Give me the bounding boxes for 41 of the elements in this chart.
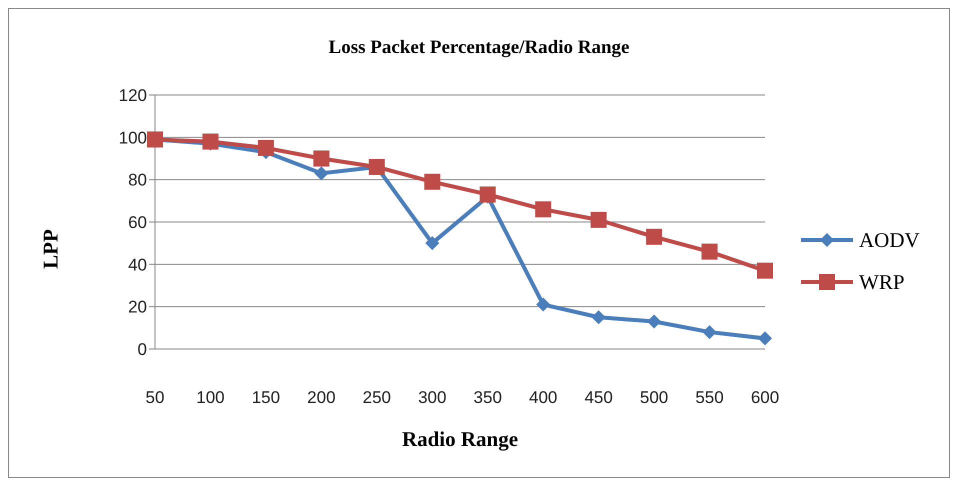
x-tick-label: 250 (362, 388, 392, 408)
chart-title: Loss Packet Percentage/Radio Range (328, 37, 630, 59)
x-tick-label: 550 (695, 388, 724, 408)
y-tick-label: 100 (118, 128, 147, 148)
point (757, 262, 773, 279)
x-tick-label: 100 (196, 388, 225, 408)
x-tick-label: 350 (474, 388, 502, 408)
y-tick-label: 20 (128, 298, 147, 317)
y-axis-title: LPP (38, 229, 64, 269)
point (535, 201, 552, 218)
point (480, 186, 496, 202)
y-tick-label: 60 (128, 213, 147, 232)
point (646, 228, 662, 245)
x-tick-label: 50 (146, 388, 164, 408)
point (702, 244, 718, 260)
point (314, 166, 328, 180)
x-tick-label: 300 (418, 388, 446, 408)
point (424, 174, 440, 190)
point (425, 236, 440, 250)
legend-label: AODV (859, 228, 920, 252)
point (313, 150, 330, 166)
legend-label: WRP (859, 270, 905, 294)
x-tick-label: 150 (252, 388, 280, 408)
point (647, 314, 662, 328)
x-tick-label: 500 (640, 388, 668, 408)
y-tick-label: 80 (128, 170, 147, 190)
point (202, 134, 218, 150)
point (702, 325, 717, 340)
point (258, 140, 274, 156)
point (758, 331, 772, 346)
point (592, 310, 606, 324)
point (590, 212, 607, 228)
x-tick-label: 600 (750, 388, 780, 408)
y-tick-label: 120 (118, 86, 147, 106)
x-tick-label: 400 (528, 388, 558, 408)
y-tick-label: 40 (128, 255, 147, 274)
x-tick-label: 200 (307, 388, 336, 408)
point (536, 298, 550, 312)
x-axis-title: Radio Range (400, 427, 520, 452)
x-tick-label: 450 (584, 388, 613, 408)
y-tick-label: 0 (138, 340, 147, 360)
